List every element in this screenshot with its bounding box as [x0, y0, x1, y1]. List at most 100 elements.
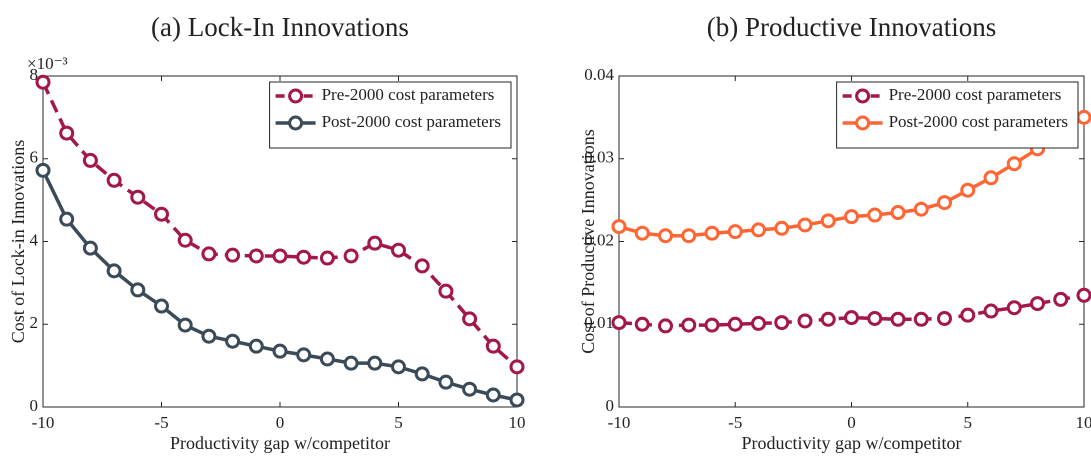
y-tick-label: 0.03 [584, 148, 614, 167]
point-marker [485, 338, 501, 354]
point-marker [35, 162, 51, 178]
point-marker [1053, 291, 1069, 307]
point-marker [414, 258, 430, 274]
legend-marker [855, 115, 871, 131]
point-marker [704, 225, 720, 241]
point-marker [391, 359, 406, 375]
point-marker [106, 263, 122, 279]
point-marker [727, 224, 743, 240]
point-marker [154, 206, 169, 222]
point-marker [681, 228, 697, 244]
point-marker [225, 247, 241, 263]
legend-label: Post-2000 cost parameters [322, 112, 501, 131]
point-marker [797, 313, 813, 329]
point-marker [59, 211, 75, 227]
point-marker [225, 333, 241, 349]
point-marker [867, 207, 883, 223]
point-marker [820, 213, 836, 229]
point-marker [658, 228, 673, 244]
point-marker [1076, 287, 1091, 303]
x-axis-label: Productivity gap w/competitor [742, 433, 962, 453]
point-marker [867, 310, 883, 326]
legend-label: Pre-2000 cost parameters [889, 85, 1062, 104]
point-marker [913, 201, 929, 217]
point-marker [913, 311, 929, 327]
point-marker [658, 318, 673, 334]
point-marker [462, 311, 478, 327]
point-marker [960, 182, 976, 198]
point-marker [611, 315, 627, 331]
point-marker [509, 392, 525, 408]
point-marker [130, 189, 146, 205]
legend-label: Post-2000 cost parameters [889, 112, 1068, 131]
point-marker [177, 232, 193, 248]
point-marker [890, 311, 906, 327]
point-marker [634, 225, 650, 241]
point-marker [272, 343, 288, 359]
chart-title: (b) Productive Innovations [707, 12, 996, 42]
point-marker [797, 217, 813, 233]
x-tick-label: -5 [728, 413, 742, 432]
point-marker [937, 310, 952, 326]
series-line [41, 81, 519, 369]
point-marker [820, 311, 836, 327]
point-marker [201, 328, 217, 344]
x-tick-label: -5 [154, 413, 168, 432]
y-axis-label: Cost of Productive Innovations [578, 129, 598, 353]
point-marker [844, 310, 859, 326]
point-marker [1030, 296, 1045, 312]
legend-label: Pre-2000 cost parameters [322, 85, 495, 104]
point-marker [844, 209, 859, 225]
y-tick-label: 0.02 [584, 230, 614, 249]
point-marker [983, 170, 999, 186]
point-marker [438, 283, 454, 299]
point-marker [1076, 109, 1091, 125]
point-marker [774, 315, 790, 331]
x-tick-label: 0 [847, 413, 856, 432]
point-marker [751, 315, 766, 331]
y-tick-label: 4 [30, 230, 39, 249]
y-tick-label: 6 [30, 148, 39, 167]
x-tick-label: 10 [509, 413, 526, 432]
point-marker [438, 374, 454, 390]
legend-marker [855, 88, 871, 104]
point-marker [509, 359, 525, 375]
point-marker [82, 240, 98, 256]
point-marker [343, 355, 359, 371]
y-tick-label: 0.01 [584, 313, 614, 332]
point-marker [35, 74, 51, 90]
point-marker [248, 338, 264, 354]
point-marker [391, 242, 406, 258]
point-marker [414, 366, 430, 382]
point-marker [82, 152, 98, 168]
point-marker [106, 172, 122, 188]
point-marker [296, 347, 312, 363]
point-marker [130, 282, 146, 298]
y-tick-label: 8 [30, 65, 39, 84]
point-marker [367, 235, 383, 251]
point-marker [248, 248, 264, 264]
point-marker [937, 195, 952, 211]
point-marker [704, 317, 720, 333]
y-tick-label: 0 [606, 396, 615, 415]
point-marker [960, 307, 976, 323]
point-marker [319, 250, 335, 266]
point-marker [681, 317, 697, 333]
x-tick-label: 5 [964, 413, 973, 432]
point-marker [201, 246, 217, 262]
x-axis-label: Productivity gap w/competitor [170, 433, 390, 453]
x-tick-label: -10 [32, 413, 55, 432]
point-marker [485, 387, 501, 403]
point-marker [296, 249, 312, 265]
point-marker [983, 303, 999, 319]
y-multiplier: ×10⁻³ [27, 54, 68, 73]
y-tick-label: 0.04 [584, 65, 614, 84]
point-marker [751, 222, 766, 238]
point-marker [319, 351, 335, 367]
y-axis-label: Cost of Lock-in Innovations [8, 140, 28, 343]
chart-title: (a) Lock-In Innovations [151, 12, 409, 42]
point-marker [367, 355, 383, 371]
point-marker [272, 248, 288, 264]
point-marker [634, 316, 650, 332]
